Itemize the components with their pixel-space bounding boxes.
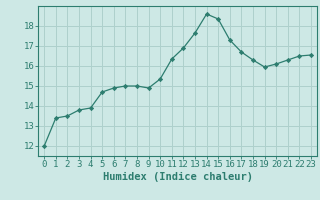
X-axis label: Humidex (Indice chaleur): Humidex (Indice chaleur) — [103, 172, 252, 182]
